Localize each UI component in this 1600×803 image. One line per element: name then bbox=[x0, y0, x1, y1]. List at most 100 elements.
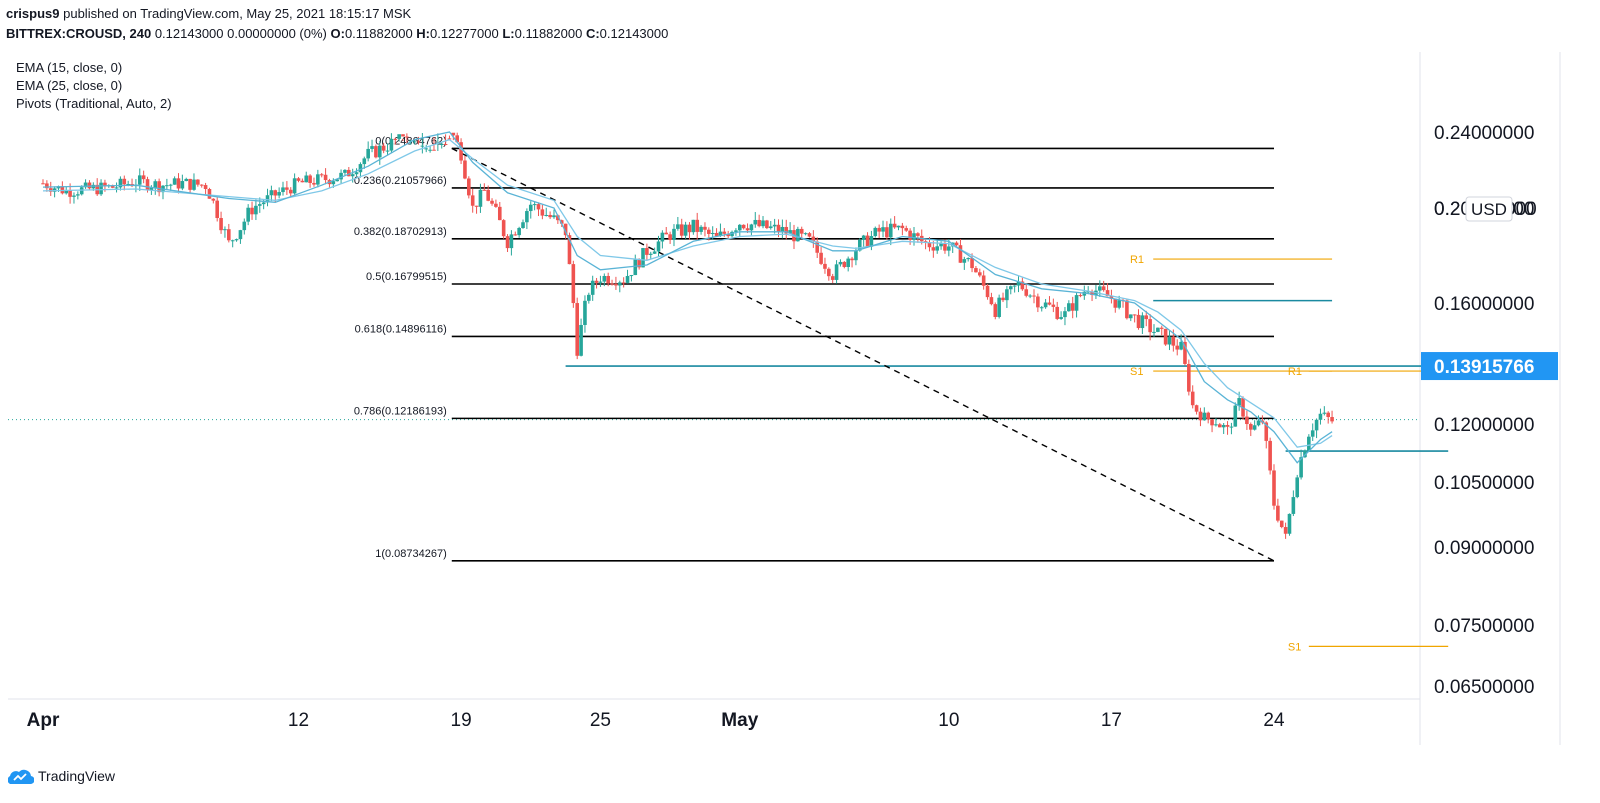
candle-body bbox=[908, 230, 912, 240]
candle-body bbox=[1310, 430, 1315, 437]
candle-body bbox=[799, 228, 804, 234]
candle-body bbox=[1183, 341, 1187, 364]
quote-change: 0.12143000 0.00000000 (0%) bbox=[154, 26, 327, 41]
candle-body bbox=[838, 261, 843, 265]
candle-body bbox=[912, 233, 916, 240]
candle-body bbox=[451, 132, 456, 136]
y-tick-label: 0.10500000 bbox=[1434, 473, 1534, 494]
candle-body bbox=[374, 146, 378, 158]
candle-body bbox=[850, 258, 854, 261]
candle-body bbox=[896, 225, 901, 228]
candle-body bbox=[1287, 513, 1292, 534]
trend-line[interactable] bbox=[451, 147, 1275, 562]
candle-body bbox=[1028, 295, 1032, 297]
candle-body bbox=[242, 221, 247, 231]
candle-body bbox=[695, 219, 700, 232]
candle-body bbox=[408, 140, 413, 142]
candle-body bbox=[548, 214, 552, 218]
candle-body bbox=[1210, 419, 1214, 426]
fib-level-label: 0.236(0.21057966) bbox=[354, 175, 447, 187]
legend-ema-25[interactable]: EMA (25, close, 0) bbox=[16, 78, 123, 93]
candle-body bbox=[900, 225, 905, 229]
candle-body bbox=[1245, 416, 1249, 425]
pivot-label: S1 bbox=[1288, 641, 1301, 653]
candle-body bbox=[122, 178, 127, 185]
legend-pivots[interactable]: Pivots (Traditional, Auto, 2) bbox=[16, 96, 172, 111]
low-label: L: bbox=[502, 26, 515, 41]
currency-badge[interactable] bbox=[1465, 196, 1513, 222]
candle-body bbox=[48, 188, 53, 192]
candle-body bbox=[741, 224, 746, 229]
candle-body bbox=[989, 297, 994, 305]
candle-body bbox=[513, 234, 518, 236]
candle-body bbox=[149, 187, 154, 191]
pivot-label: S1 bbox=[1130, 366, 1143, 378]
candle-body bbox=[1012, 285, 1017, 287]
candle-body bbox=[652, 251, 657, 254]
candle-body bbox=[1148, 319, 1152, 333]
candle-body bbox=[579, 324, 583, 356]
candle-body bbox=[1051, 304, 1056, 307]
candle-body bbox=[157, 181, 161, 193]
candle-body bbox=[343, 169, 347, 173]
candle-body bbox=[885, 227, 889, 238]
tradingview-brand: TradingView bbox=[38, 768, 116, 784]
tradingview-footer[interactable]: TradingView bbox=[8, 766, 115, 786]
candle-body bbox=[1059, 317, 1063, 319]
candle-body bbox=[1268, 440, 1272, 471]
candle-body bbox=[854, 250, 858, 261]
candle-body bbox=[857, 239, 862, 251]
candle-body bbox=[1001, 297, 1005, 301]
fib-level-label: 0.5(0.16799515) bbox=[366, 271, 447, 283]
candle-body bbox=[687, 224, 692, 233]
symbol-label[interactable]: BITTREX:CROUSD, 240 bbox=[6, 26, 152, 41]
candle-body bbox=[234, 239, 239, 241]
candle-body bbox=[180, 181, 185, 189]
candle-body bbox=[455, 135, 460, 143]
candle-body bbox=[532, 204, 537, 206]
candle-body bbox=[737, 224, 742, 231]
candle-body bbox=[830, 276, 835, 280]
candle-body bbox=[1237, 398, 1241, 406]
author-name[interactable]: crispus9 bbox=[6, 6, 60, 21]
candle-body bbox=[45, 183, 49, 189]
candle-body bbox=[803, 233, 808, 235]
candle-body bbox=[1229, 426, 1234, 428]
candle-body bbox=[617, 282, 622, 286]
candle-body bbox=[246, 207, 250, 222]
candle-body bbox=[714, 232, 719, 236]
low-value: 0.11882000 bbox=[514, 26, 583, 41]
candle-body bbox=[710, 232, 715, 234]
candle-body bbox=[1252, 425, 1257, 430]
candle-body bbox=[227, 229, 231, 241]
candle-body bbox=[288, 189, 293, 194]
x-tick-label: Apr bbox=[27, 710, 60, 731]
candle-body bbox=[927, 242, 932, 248]
candle-body bbox=[1078, 295, 1083, 297]
candle-body bbox=[943, 243, 947, 251]
candle-body bbox=[393, 138, 398, 140]
candle-body bbox=[501, 220, 506, 237]
candle-body bbox=[312, 182, 316, 185]
candle-body bbox=[997, 297, 1001, 317]
candle-body bbox=[1175, 345, 1180, 350]
candle-body bbox=[540, 209, 545, 216]
candle-body bbox=[1276, 505, 1280, 521]
candle-body bbox=[521, 222, 525, 228]
candle-body bbox=[1136, 314, 1141, 329]
candle-body bbox=[633, 259, 638, 276]
legend-ema-15[interactable]: EMA (15, close, 0) bbox=[16, 60, 123, 75]
candle-body bbox=[110, 185, 115, 188]
candle-body bbox=[366, 148, 370, 159]
candle-body bbox=[1086, 291, 1090, 293]
candle-body bbox=[1291, 497, 1296, 514]
candle-body bbox=[1202, 412, 1207, 421]
candle-body bbox=[486, 189, 490, 201]
candle-body bbox=[304, 175, 309, 183]
candle-body bbox=[842, 261, 847, 267]
x-tick-label: 12 bbox=[288, 710, 309, 731]
candle-body bbox=[602, 275, 607, 282]
candle-body bbox=[1299, 457, 1303, 478]
candle-body bbox=[1152, 331, 1156, 333]
